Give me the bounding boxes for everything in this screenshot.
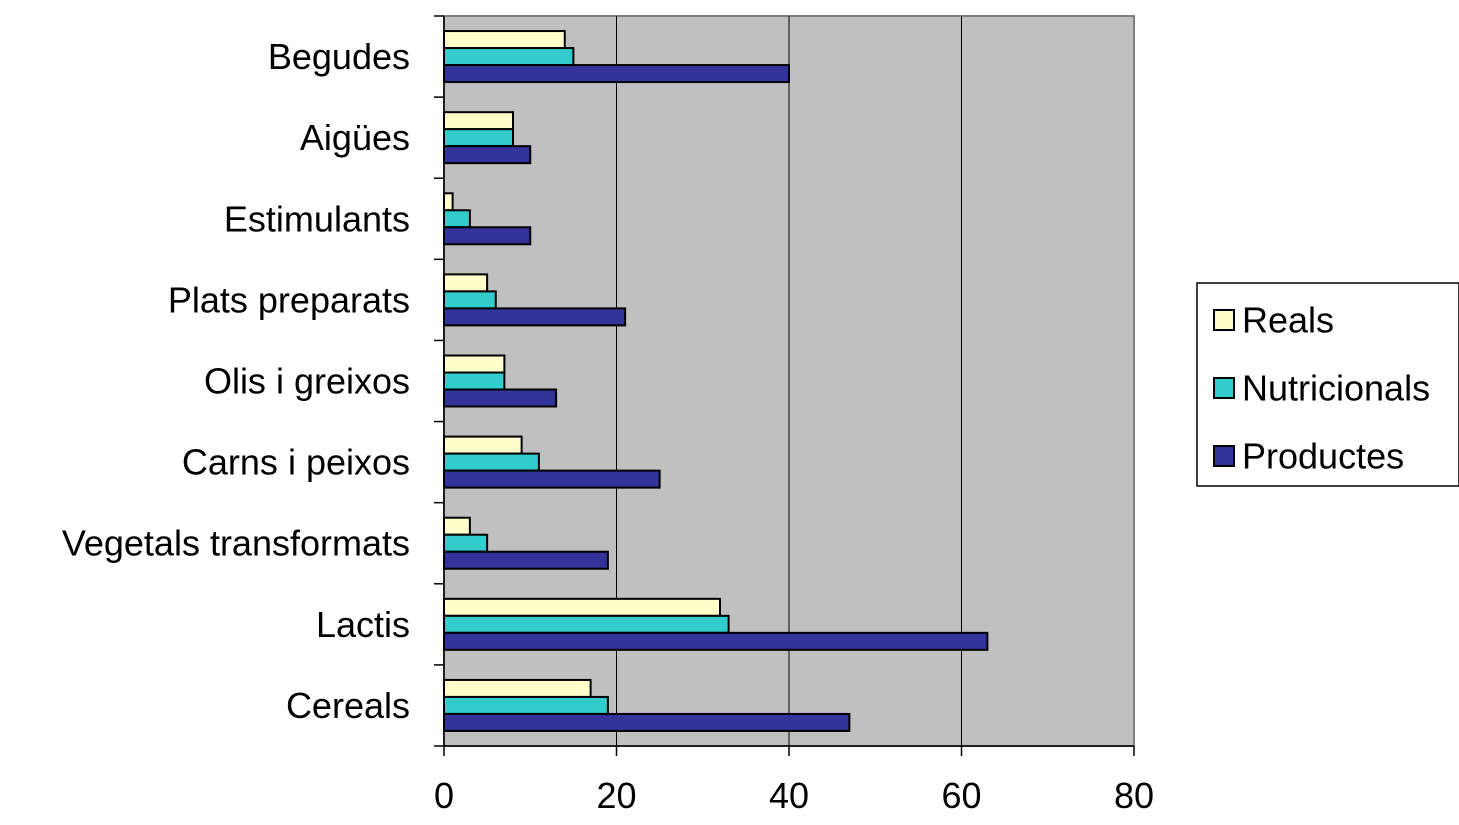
bar-plats-preparats-nutricionals	[443, 290, 497, 310]
legend-label-nutricionals: Nutricionals	[1242, 368, 1430, 409]
bar-olis-i-greixos-nutricionals	[443, 371, 506, 391]
legend-box	[1196, 282, 1459, 487]
x-tick-label: 60	[941, 775, 981, 816]
bar-estimulants-reals	[443, 192, 454, 212]
bar-plats-preparats-reals	[443, 273, 489, 293]
bar-vegetals-transformats-reals	[443, 516, 471, 536]
bar-vegetals-transformats-nutricionals	[443, 533, 489, 553]
bar-cereals-nutricionals	[443, 695, 609, 715]
bar-carns-i-peixos-nutricionals	[443, 452, 540, 472]
bars	[443, 30, 989, 732]
bar-cereals-reals	[443, 678, 592, 698]
bar-begudes-nutricionals	[443, 47, 575, 67]
bar-olis-i-greixos-reals	[443, 354, 506, 374]
legend-label-reals: Reals	[1242, 300, 1334, 341]
bar-olis-i-greixos-productes	[443, 388, 558, 408]
legend-label-productes: Productes	[1242, 436, 1404, 477]
bar-lactis-reals	[443, 597, 721, 617]
bar-estimulants-productes	[443, 226, 532, 246]
y-tick-label: Estimulants	[224, 198, 410, 239]
bar-lactis-productes	[443, 631, 989, 651]
bar-aig-es-productes	[443, 145, 532, 165]
y-tick-label: Carns i peixos	[182, 442, 410, 483]
bar-aig-es-nutricionals	[443, 128, 514, 148]
legend-swatch-reals	[1213, 309, 1235, 331]
bar-vegetals-transformats-productes	[443, 550, 609, 570]
y-tick-label: Olis i greixos	[204, 361, 410, 402]
y-tick-label: Lactis	[316, 604, 410, 645]
y-ticks: Cereals Lactis Vegetals transformats Carns …	[62, 15, 444, 747]
y-tick-label: Vegetals transformats	[62, 523, 410, 564]
bar-aig-es-reals	[443, 111, 514, 131]
bar-begudes-productes	[443, 64, 790, 84]
x-tick-label: 40	[769, 775, 809, 816]
bar-cereals-productes	[443, 712, 851, 732]
bar-estimulants-nutricionals	[443, 209, 471, 229]
x-tick-label: 0	[434, 775, 454, 816]
x-tick-label: 20	[596, 775, 636, 816]
legend-swatch-productes	[1213, 445, 1235, 467]
y-tick-label: Cereals	[286, 685, 410, 726]
x-tick-label: 80	[1114, 775, 1154, 816]
y-tick-label: Plats preparats	[168, 279, 410, 320]
y-tick-label: Aigües	[300, 117, 410, 158]
x-ticks: 0 20 40 60 80	[434, 746, 1154, 816]
bar-plats-preparats-productes	[443, 307, 627, 327]
y-tick-label: Begudes	[268, 36, 410, 77]
bar-lactis-nutricionals	[443, 614, 730, 634]
bar-carns-i-peixos-reals	[443, 435, 523, 455]
legend: Reals Nutricionals Productes	[1196, 282, 1459, 487]
bar-carns-i-peixos-productes	[443, 469, 661, 489]
bar-begudes-reals	[443, 30, 566, 50]
legend-swatch-nutricionals	[1213, 377, 1235, 399]
